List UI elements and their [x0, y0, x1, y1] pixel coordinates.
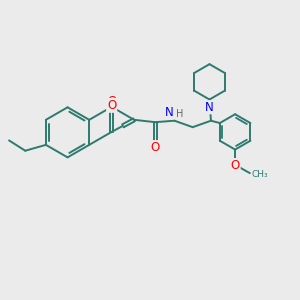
Text: N: N	[205, 101, 214, 114]
Text: CH₃: CH₃	[251, 170, 268, 179]
Text: O: O	[230, 159, 240, 172]
Text: O: O	[108, 95, 117, 108]
Text: O: O	[107, 99, 116, 112]
Text: H: H	[176, 109, 183, 119]
Text: N: N	[164, 106, 173, 119]
Text: O: O	[151, 141, 160, 154]
